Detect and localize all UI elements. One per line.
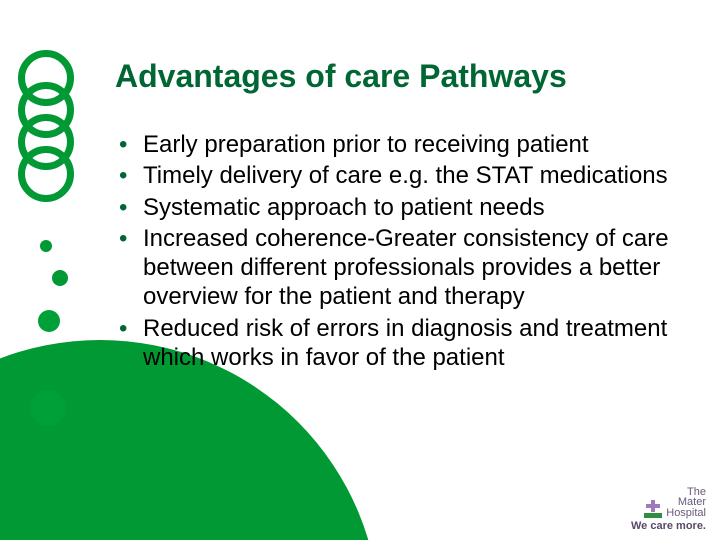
slide-title: Advantages of care Pathways (115, 58, 567, 95)
decorative-ring (18, 146, 74, 202)
bullet-item: Early preparation prior to receiving pat… (115, 130, 695, 159)
decorative-dot (58, 350, 86, 378)
brand-tagline: We care more. (631, 520, 706, 532)
bullet-item: Systematic approach to patient needs (115, 193, 695, 222)
slide: Advantages of care Pathways Early prepar… (0, 0, 720, 540)
bullet-item: Reduced risk of errors in diagnosis and … (115, 314, 695, 373)
brand-logo-icon (644, 500, 662, 518)
bullet-item: Increased coherence-Greater consistency … (115, 224, 695, 312)
decorative-dot (30, 390, 66, 426)
brand-line3: Hospital (666, 508, 706, 518)
left-decorative-column (0, 0, 92, 540)
slide-body: Early preparation prior to receiving pat… (115, 130, 695, 374)
brand-text: The Mater Hospital (666, 487, 706, 518)
bullet-list: Early preparation prior to receiving pat… (115, 130, 695, 372)
brand-line2: Mater (666, 497, 706, 507)
logo-cross-horizontal (646, 504, 660, 508)
logo-base (644, 513, 662, 518)
rings-stack (10, 50, 80, 210)
decorative-dot (40, 240, 52, 252)
bullet-item: Timely delivery of care e.g. the STAT me… (115, 161, 695, 190)
footer-brand-block: The Mater Hospital We care more. (631, 487, 706, 532)
decorative-dot (52, 270, 68, 286)
decorative-dot (38, 310, 60, 332)
brand-row: The Mater Hospital (631, 487, 706, 518)
